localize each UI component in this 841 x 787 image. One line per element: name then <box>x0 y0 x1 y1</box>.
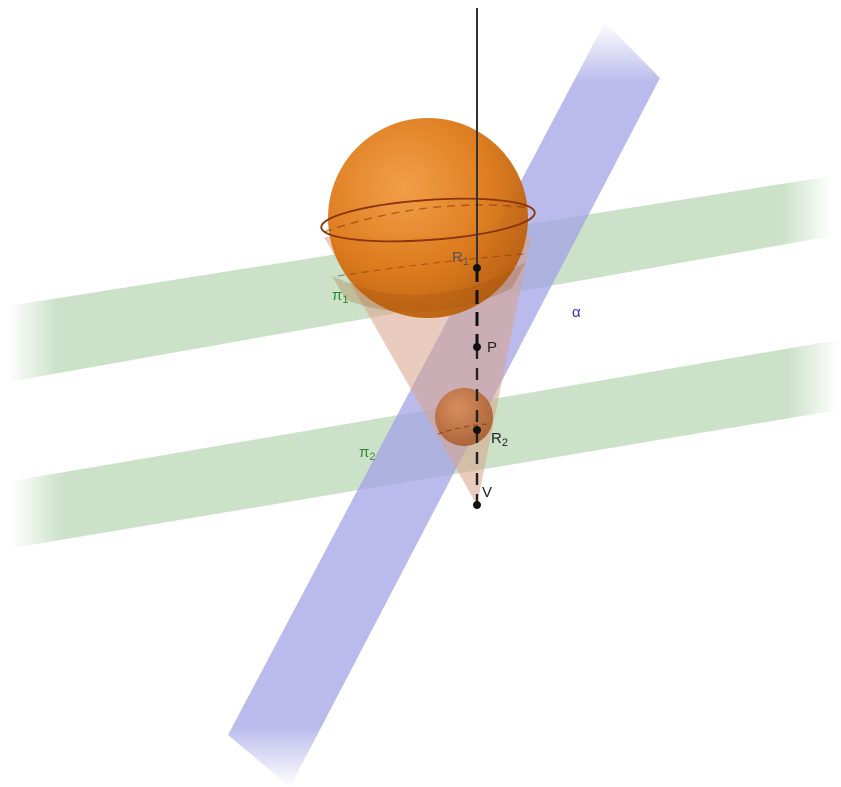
label-r1-base: R <box>452 249 463 266</box>
point-p <box>473 343 481 351</box>
label-pi2-base: π <box>359 444 370 461</box>
label-pi1-base: π <box>332 287 343 304</box>
label-alpha: α <box>572 305 581 320</box>
label-v-base: V <box>482 484 493 501</box>
label-v: V <box>482 485 492 500</box>
label-p-base: P <box>487 339 498 356</box>
label-pi2: π2 <box>359 445 375 465</box>
point-v <box>473 501 481 509</box>
label-alpha-base: α <box>572 304 581 321</box>
sphere-small <box>435 388 493 446</box>
point-r1 <box>473 264 481 272</box>
label-pi1-sub: 1 <box>342 294 349 306</box>
sphere-small-hidden-circle <box>437 423 491 435</box>
tangency-circle-upper <box>320 197 536 243</box>
label-r1-sub: 1 <box>462 256 469 268</box>
point-r2 <box>473 426 481 434</box>
label-r1: R1 <box>452 250 469 270</box>
label-pi2-sub: 2 <box>369 451 376 463</box>
tangency-circle-upper-hidden <box>323 204 533 233</box>
label-r2-base: R <box>491 430 502 447</box>
label-r2: R2 <box>491 431 508 451</box>
label-pi1: π1 <box>332 288 348 308</box>
label-r2-sub: 2 <box>501 437 508 449</box>
label-p: P <box>487 340 497 355</box>
